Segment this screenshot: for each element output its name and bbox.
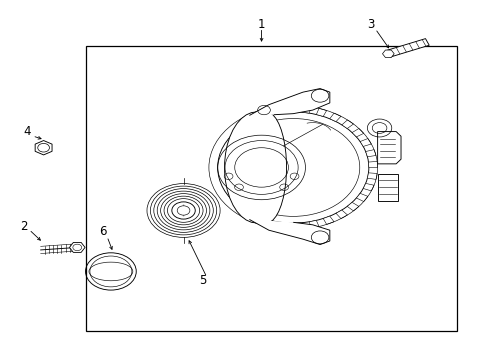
Polygon shape (335, 210, 347, 219)
Polygon shape (69, 242, 85, 252)
Text: 5: 5 (199, 274, 206, 287)
Polygon shape (308, 220, 318, 228)
Polygon shape (323, 216, 333, 224)
Text: 6: 6 (99, 225, 106, 238)
Polygon shape (278, 222, 287, 229)
Text: 2: 2 (20, 220, 28, 233)
Polygon shape (377, 132, 400, 164)
Polygon shape (377, 174, 397, 201)
Text: 4: 4 (24, 125, 31, 138)
Polygon shape (359, 139, 370, 147)
Polygon shape (363, 183, 373, 191)
Polygon shape (366, 173, 376, 179)
Polygon shape (356, 193, 367, 202)
Polygon shape (249, 220, 329, 244)
Polygon shape (316, 108, 326, 116)
Bar (86, 45, 456, 330)
Polygon shape (386, 39, 428, 57)
Polygon shape (302, 106, 310, 113)
Polygon shape (294, 222, 303, 229)
Polygon shape (346, 202, 358, 211)
Text: 1: 1 (257, 18, 265, 31)
Polygon shape (286, 105, 294, 112)
Polygon shape (249, 89, 329, 116)
Polygon shape (351, 129, 363, 137)
Polygon shape (365, 150, 375, 157)
Text: 3: 3 (367, 18, 374, 31)
Polygon shape (382, 50, 393, 58)
Polygon shape (341, 120, 353, 129)
Polygon shape (368, 161, 377, 167)
Polygon shape (329, 113, 340, 122)
Polygon shape (35, 140, 52, 155)
Polygon shape (224, 112, 286, 223)
